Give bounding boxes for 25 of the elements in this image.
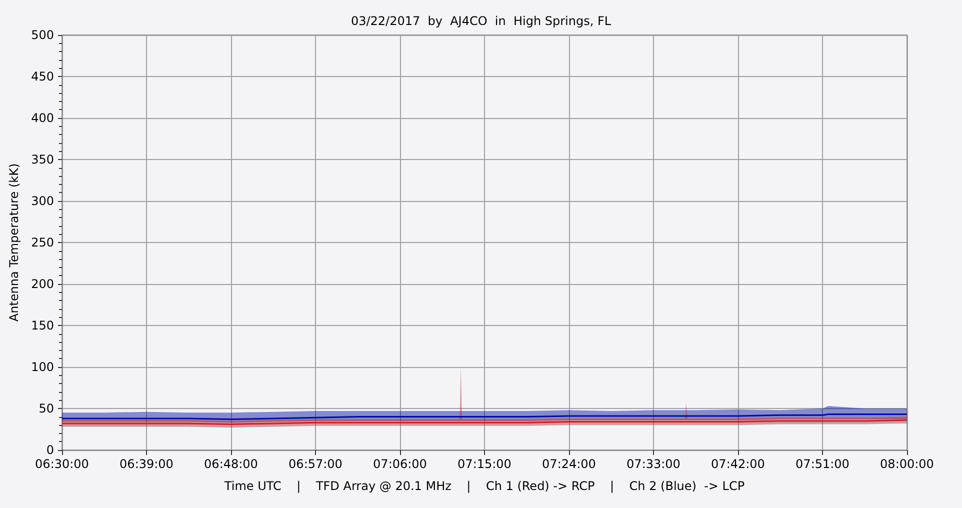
- x-tick-label: 07:33:00: [626, 457, 680, 471]
- y-tick-label: 100: [31, 360, 54, 374]
- y-tick-label: 200: [31, 277, 54, 291]
- x-tick-label: 07:15:00: [458, 457, 512, 471]
- y-tick-label: 500: [31, 28, 54, 42]
- y-tick-label: 450: [31, 70, 54, 84]
- x-tick-label: 07:42:00: [711, 457, 765, 471]
- x-axis-title: Time UTC | TFD Array @ 20.1 MHz | Ch 1 (Red) -> RCP | Ch 2 (Blue) -> LCP: [223, 479, 745, 493]
- y-tick-label: 150: [31, 318, 54, 332]
- y-tick-label: 400: [31, 111, 54, 125]
- x-tick-label: 07:06:00: [373, 457, 427, 471]
- y-tick-label: 300: [31, 194, 54, 208]
- y-tick-label: 350: [31, 152, 54, 166]
- x-tick-label: 06:57:00: [288, 457, 342, 471]
- y-tick-label: 50: [38, 402, 54, 416]
- x-tick-label: 06:48:00: [204, 457, 258, 471]
- x-tick-label: 06:39:00: [120, 457, 174, 471]
- x-tick-label: 07:51:00: [796, 457, 850, 471]
- x-tick-label: 07:24:00: [542, 457, 596, 471]
- chart-title: 03/22/2017 by AJ4CO in High Springs, FL: [350, 14, 612, 28]
- x-tick-label: 06:30:00: [35, 457, 89, 471]
- x-tick-label: 08:00:00: [880, 457, 934, 471]
- y-tick-label: 0: [46, 443, 54, 457]
- y-tick-label: 250: [31, 236, 54, 250]
- y-axis-title: Antenna Temperature (kK): [7, 163, 22, 322]
